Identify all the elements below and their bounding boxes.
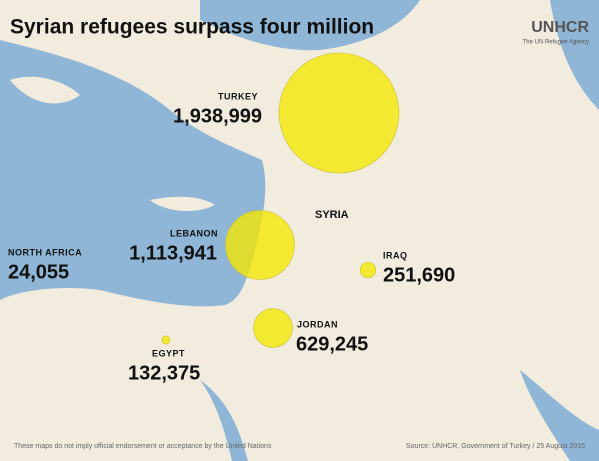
refugee-count: 629,245 [296,333,368,355]
bubble [58,264,62,268]
title: Syrian refugees surpass four million [10,16,374,39]
country-name: EGYPT [152,348,185,358]
black-sea [200,0,420,51]
caspian-sea [550,0,599,110]
logo-tagline: The UN Refugee Agency [523,40,589,46]
country-name: IRAQ [383,250,408,260]
refugee-count: 132,375 [128,362,200,384]
mediterranean-sea [0,40,266,307]
country-name: LEBANON [170,228,218,238]
bubble [161,335,171,345]
disclaimer: These maps do not imply official endorse… [14,443,272,450]
cyprus [150,196,215,212]
red-sea [200,380,248,461]
refugee-count: 1,938,999 [173,105,262,127]
bubble [359,261,377,279]
country-name: NORTH AFRICA [8,247,82,257]
refugee-count: 24,055 [8,261,69,283]
source: Source: UNHCR, Government of Turkey / 25… [406,443,585,450]
island [10,76,80,104]
country-name: JORDAN [297,319,338,329]
logo: UNHCR [531,19,589,36]
refugee-count: 251,690 [383,264,455,286]
country-name: TURKEY [218,91,258,101]
persian-gulf [520,370,599,461]
map-label: SYRIA [315,209,349,221]
refugee-count: 1,113,941 [129,242,217,264]
bubble [253,308,293,348]
bubble [278,52,400,174]
bubble [225,210,295,280]
